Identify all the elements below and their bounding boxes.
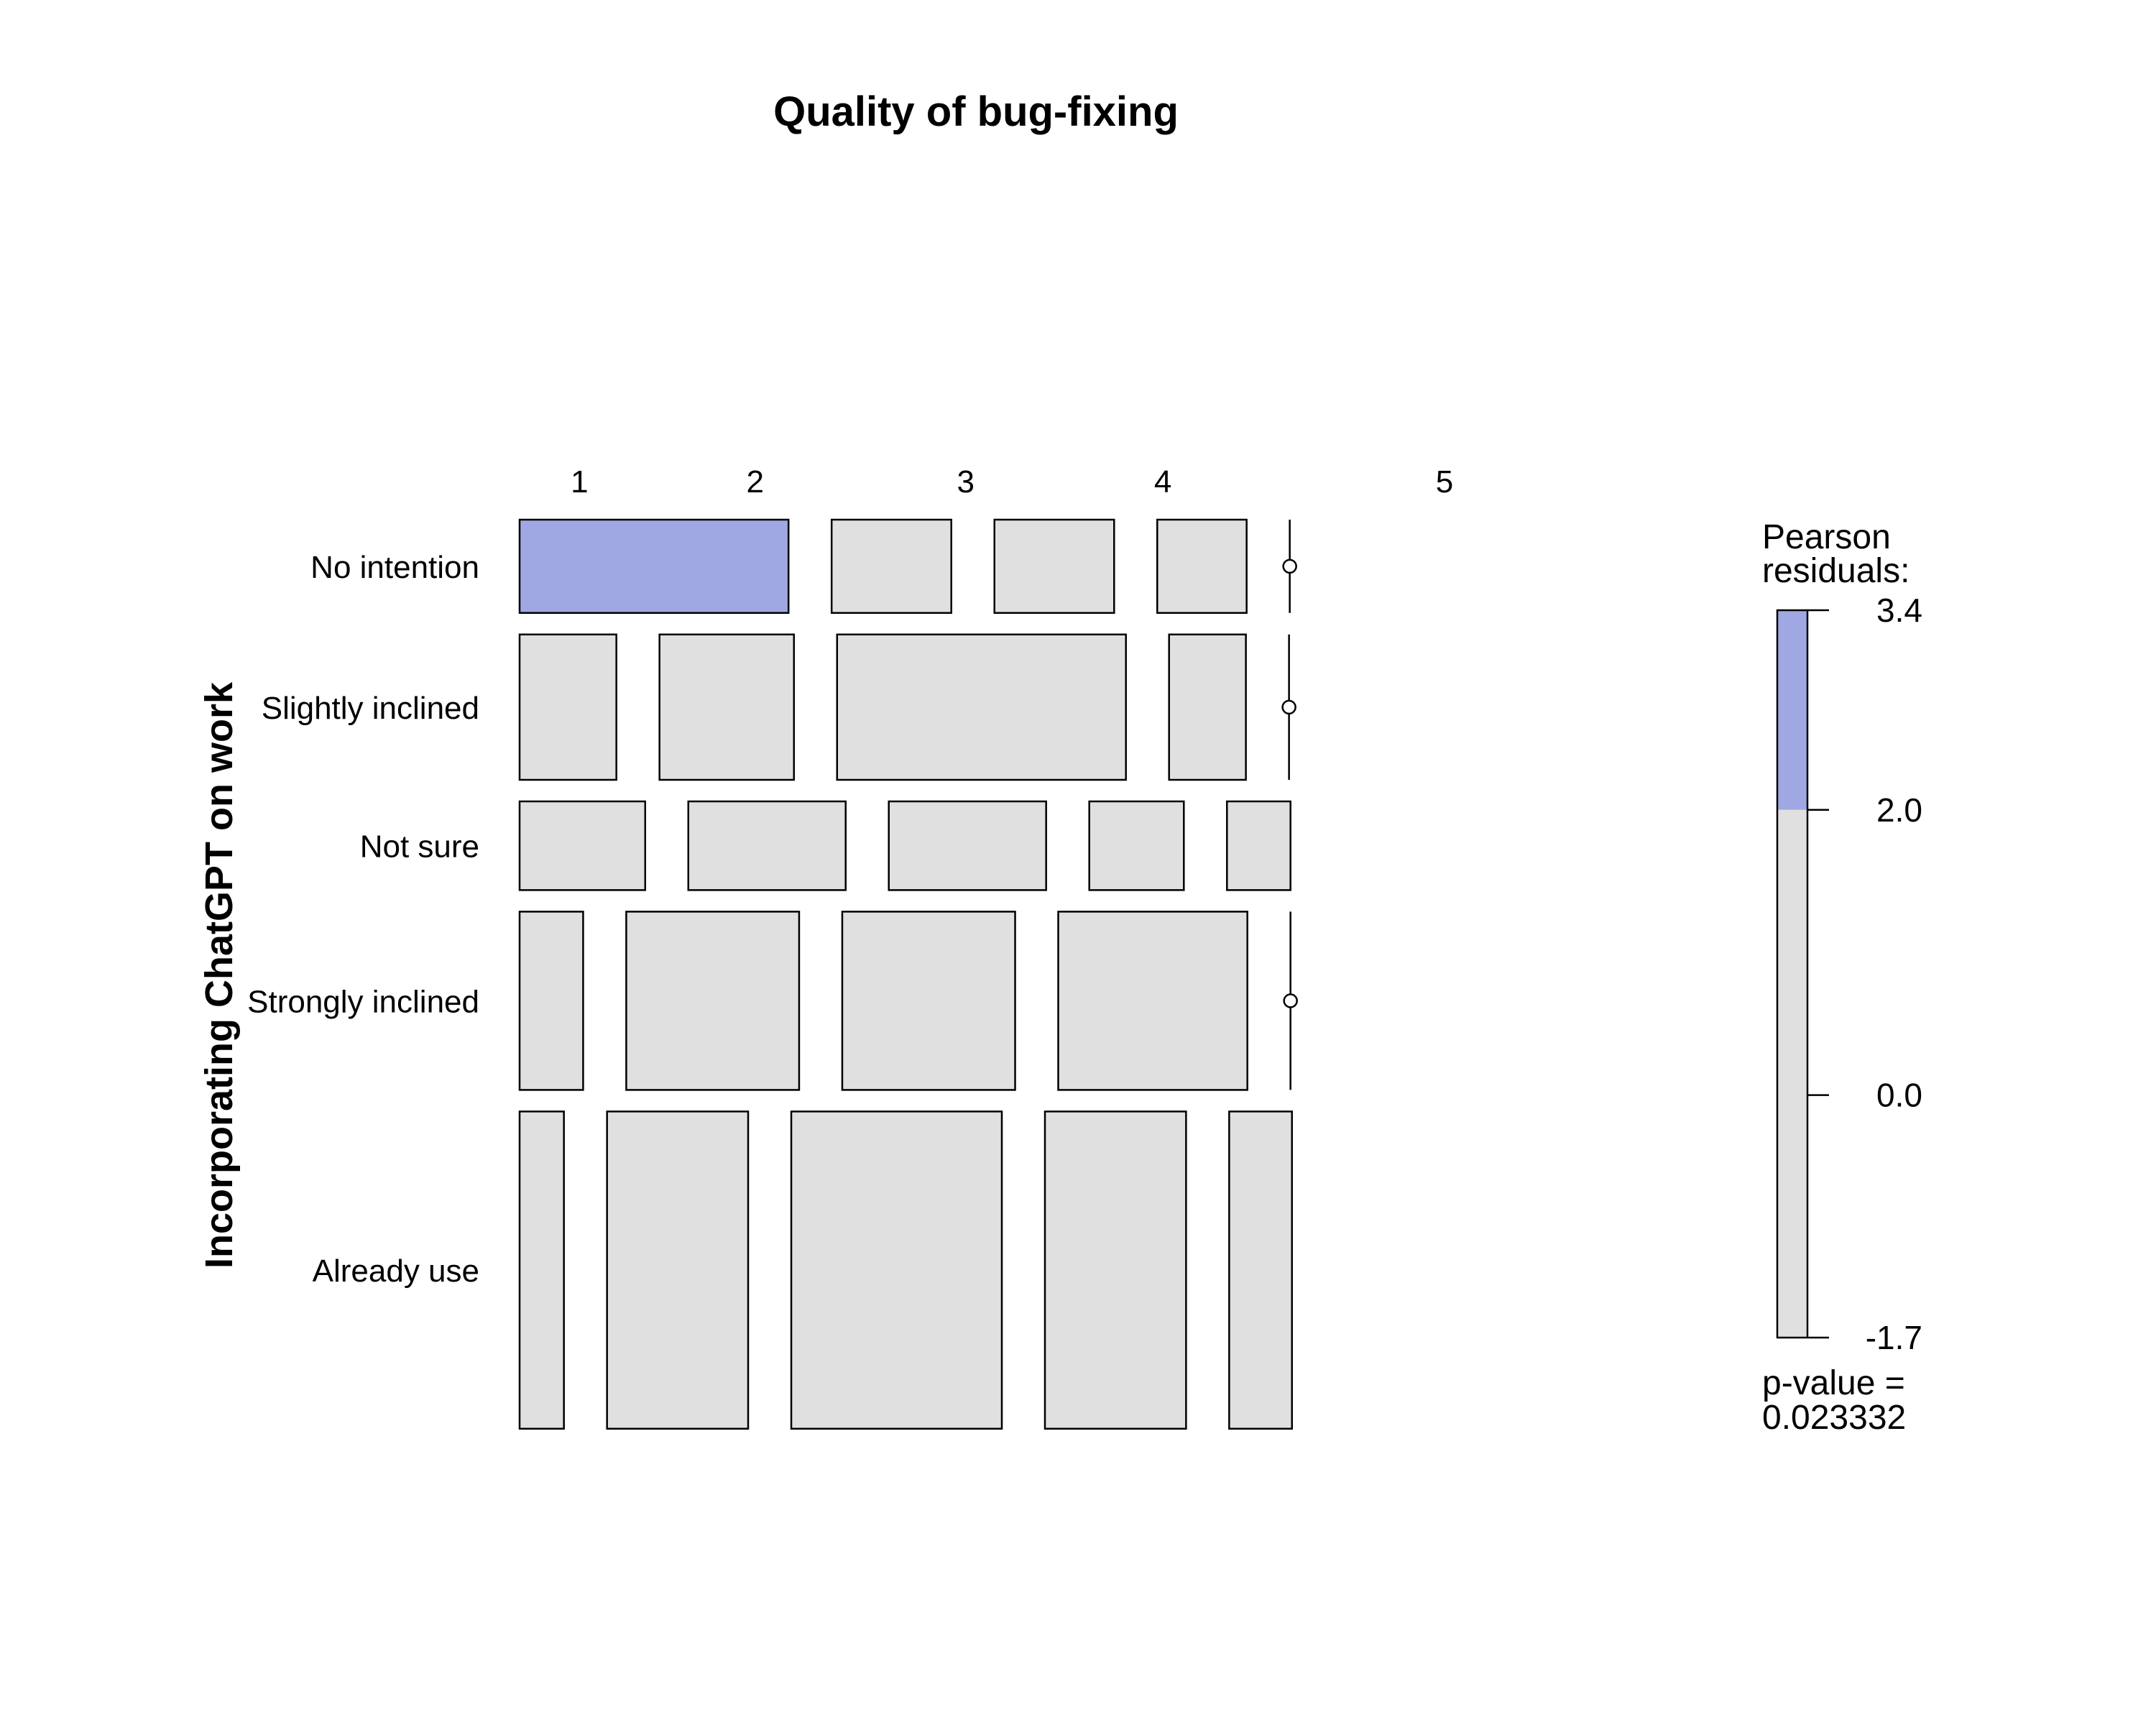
column-label-3: 3 (957, 464, 974, 500)
row-labels: No intention Slightly inclined Not sure Str… (247, 550, 479, 1289)
row-label-not-sure: Not sure (360, 829, 479, 865)
cell-already-use-col-5 (1228, 1110, 1293, 1430)
cell-slightly-inclined-col-2 (658, 633, 796, 781)
cell-not-sure-col-2 (687, 800, 847, 891)
row-label-slightly-inclined: Slightly inclined (262, 691, 479, 726)
cell-strongly-inclined-col-2 (625, 911, 801, 1091)
legend-tick-label: -1.7 (1866, 1319, 1922, 1356)
legend-band-0 (1777, 610, 1807, 810)
legend-band-1 (1777, 809, 1807, 1338)
cell-slightly-inclined-col-1 (518, 633, 617, 781)
legend-color-bar (1776, 609, 1809, 1339)
legend-title-line2: residuals: (1762, 552, 1909, 590)
chart-title: Quality of bug-fixing (773, 88, 1179, 135)
cell-slightly-inclined-col-4 (1168, 633, 1247, 781)
column-label-1: 1 (571, 464, 588, 500)
p-value-number: 0.023332 (1762, 1399, 1906, 1437)
legend-ticks: 3.4 2.0 0.0 -1.7 (1807, 592, 1922, 1356)
residual-legend: Pearson residuals: 3.4 2.0 0.0 -1.7 p-value… (1762, 518, 1922, 1437)
legend-tick-label: 0.0 (1876, 1077, 1922, 1114)
cell-strongly-inclined-col-4 (1057, 911, 1248, 1091)
empty-cell-no-intention-col-5 (1282, 520, 1297, 613)
empty-cell-marker (1281, 699, 1296, 715)
cell-already-use-col-2 (606, 1110, 750, 1430)
cell-already-use-col-1 (518, 1110, 565, 1430)
empty-cell-slightly-inclined-col-5 (1281, 634, 1296, 780)
row-label-already-use: Already use (313, 1254, 479, 1289)
row-label-strongly-inclined: Strongly inclined (247, 984, 479, 1019)
cell-already-use-col-3 (790, 1110, 1003, 1430)
column-label-2: 2 (746, 464, 763, 500)
legend-tick-label: 2.0 (1876, 791, 1922, 829)
cell-no-intention-col-4 (1156, 518, 1248, 614)
p-value-label: p-value = (1762, 1364, 1905, 1402)
y-axis-label: Incorporating ChatGPT on work (198, 681, 241, 1269)
cell-not-sure-col-3 (888, 800, 1047, 891)
column-label-4: 4 (1154, 464, 1171, 500)
cell-no-intention-col-3 (993, 518, 1115, 614)
legend-title-line1: Pearson (1762, 518, 1891, 556)
cell-strongly-inclined-col-3 (841, 911, 1016, 1091)
mosaic-cells (518, 518, 1298, 1430)
empty-cell-marker (1283, 993, 1298, 1008)
cell-not-sure-col-4 (1088, 800, 1185, 891)
column-labels: 1 2 3 4 5 (571, 464, 1453, 500)
cell-not-sure-col-5 (1226, 800, 1291, 891)
empty-cell-strongly-inclined-col-5 (1283, 911, 1298, 1090)
cell-strongly-inclined-col-1 (518, 911, 584, 1091)
cell-not-sure-col-1 (518, 800, 647, 891)
empty-cell-marker (1282, 558, 1297, 574)
legend-bar-outline (1776, 609, 1809, 1339)
legend-tick-label: 3.4 (1876, 592, 1922, 629)
cell-already-use-col-4 (1044, 1110, 1187, 1430)
column-label-5: 5 (1436, 464, 1453, 500)
cell-slightly-inclined-col-3 (836, 633, 1127, 781)
cell-no-intention-col-1 (518, 518, 790, 614)
cell-no-intention-col-2 (830, 518, 952, 614)
row-label-no-intention: No intention (310, 550, 479, 585)
